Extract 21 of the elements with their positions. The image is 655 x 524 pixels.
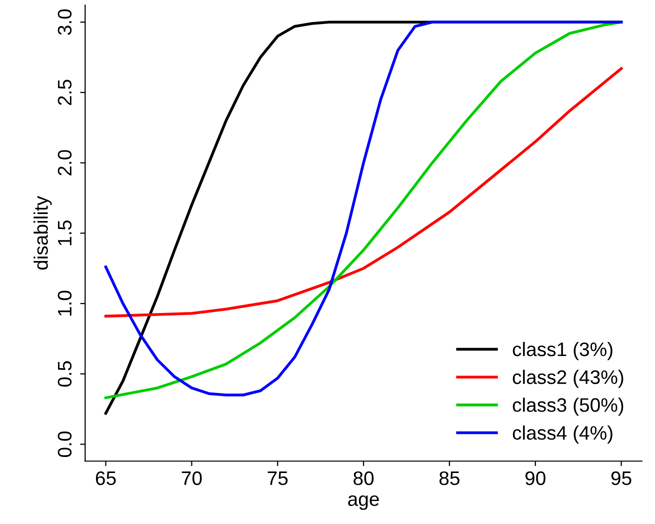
y-tick-label: 2.0 xyxy=(58,150,72,176)
line-series xyxy=(104,67,623,318)
legend-label: class3 (50%) xyxy=(512,398,624,416)
x-tick-label: 70 xyxy=(182,471,202,486)
x-axis-title: age xyxy=(348,495,379,510)
x-tick-label: 95 xyxy=(611,471,632,486)
legend-label: class4 (4%) xyxy=(512,425,612,444)
y-tick-label: 3.0 xyxy=(58,9,72,35)
y-tick-label: 0.5 xyxy=(58,361,72,387)
x-tick-label: 80 xyxy=(354,471,374,486)
legend-label: class1 (3%) xyxy=(512,342,612,360)
x-tick-label: 85 xyxy=(439,471,460,486)
y-tick-label: 2.5 xyxy=(58,80,72,106)
x-tick-label: 65 xyxy=(96,471,116,486)
y-tick-label: 0.0 xyxy=(58,431,72,457)
legend-label: class2 (43%) xyxy=(512,370,624,388)
y-tick-label: 1.0 xyxy=(58,290,72,316)
x-tick-label: 75 xyxy=(268,472,288,486)
y-axis-title: disability xyxy=(34,196,52,270)
y-tick-label: 1.5 xyxy=(58,220,72,246)
x-tick-label: 90 xyxy=(525,471,546,486)
